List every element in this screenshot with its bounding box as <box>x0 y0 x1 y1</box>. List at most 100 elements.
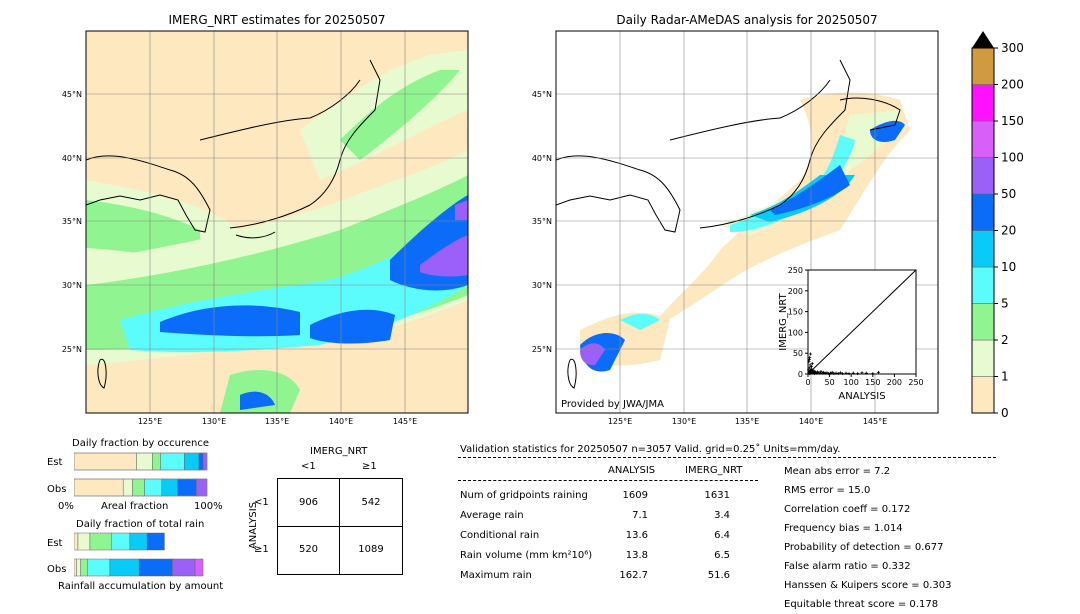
score-line: Correlation coeff = 0.172 <box>784 504 911 515</box>
left-lat-label: 45°N <box>62 90 82 99</box>
fraction-bar-segment <box>160 452 185 471</box>
colorbar-tick-label: 5 <box>1001 297 1009 311</box>
scatter-xtick-label: 100 <box>844 378 859 387</box>
colorbar-tick-label: 150 <box>1001 114 1024 128</box>
scatter-point <box>860 371 864 375</box>
colorbar-tick-label: 10 <box>1001 260 1016 274</box>
right-lon-label: 140°E <box>799 417 823 426</box>
fraction-bar-segment <box>80 558 88 577</box>
fraction-bar-segment <box>109 558 140 577</box>
left-lat-label: 35°N <box>62 217 82 226</box>
contingency-row-header: <1 <box>254 497 269 508</box>
contingency-cell: 1089 <box>358 544 384 555</box>
score-line: Frequency bias = 1.014 <box>784 523 903 534</box>
table-row: Average rain 7.1 3.4 <box>460 509 730 521</box>
fraction-bar-segment <box>132 478 145 497</box>
fraction-bar-segment <box>172 558 196 577</box>
colorbar-tick-label: 20 <box>1001 224 1016 238</box>
contingency-col-header: <1 <box>301 461 316 472</box>
scatter-point <box>807 357 811 361</box>
scatter-point <box>819 370 823 374</box>
total-rain-chart <box>74 532 204 577</box>
fraction-bar-segment <box>122 478 133 497</box>
table-row: Num of gridpoints raining 1609 1631 <box>460 489 730 501</box>
left-lat-label: 30°N <box>62 281 82 290</box>
colorbar-tick-label: 100 <box>1001 151 1024 165</box>
fraction-bar-segment <box>87 558 111 577</box>
scatter-point <box>809 368 813 372</box>
right-lat-label: 40°N <box>532 154 552 163</box>
left-lon-label: 135°E <box>265 417 289 426</box>
scatter-point <box>841 372 845 376</box>
colorbar-segment <box>971 376 995 414</box>
right-lat-label: 45°N <box>532 90 552 99</box>
scatter-point <box>808 363 812 367</box>
left-lon-label: 145°E <box>393 417 417 426</box>
scatter-point <box>828 371 832 375</box>
right-lon-label: 145°E <box>863 417 887 426</box>
right-map-title: Daily Radar-AMeDAS analysis for 20250507 <box>616 13 878 27</box>
right-lon-label: 130°E <box>672 417 696 426</box>
validation-col-imerg: IMERG_NRT <box>685 465 743 476</box>
scatter-diagonal <box>807 269 917 375</box>
validation-divider <box>458 480 758 481</box>
fraction-bar-segment <box>177 478 197 497</box>
fraction-bar-segment <box>138 558 173 577</box>
scatter-ytick-label: 100 <box>788 328 803 337</box>
total-rain-cat-obs: Obs <box>47 564 67 575</box>
left-lon-label: 125°E <box>138 417 162 426</box>
scatter-ytick-label: 250 <box>788 266 803 275</box>
fraction-bar-segment <box>77 532 91 551</box>
occurrence-title: Daily fraction by occurence <box>72 438 210 449</box>
table-row: Rain volume (mm km²10⁶) 13.8 6.5 <box>460 549 730 561</box>
score-line: RMS error = 15.0 <box>784 485 871 496</box>
total-rain-cat-est: Est <box>47 538 63 549</box>
scatter-ytick-label: 150 <box>788 308 803 317</box>
scatter-point <box>847 372 851 376</box>
fraction-bar-segment <box>74 532 79 551</box>
contingency-cell: 906 <box>298 497 319 508</box>
scatter-point <box>809 365 813 369</box>
score-line: Probability of detection = 0.677 <box>784 542 944 553</box>
colorbar-segment <box>971 303 995 341</box>
fraction-bar-segment <box>194 558 204 577</box>
occurrence-xlabel-mid: Areal fraction <box>101 501 169 512</box>
contingency-row-header: ≥1 <box>254 544 269 555</box>
contingency-title: IMERG_NRT <box>310 446 368 457</box>
colorbar-tick-label: 200 <box>1001 78 1024 92</box>
scatter-point <box>834 371 838 375</box>
scatter-point <box>851 371 855 375</box>
scatter-point <box>876 370 880 374</box>
scatter-point <box>827 372 831 376</box>
left-lat-label: 40°N <box>62 154 82 163</box>
scatter-xtick-label: 0 <box>805 378 810 387</box>
contingency-row-title: ANALYSIS <box>248 501 260 550</box>
occurrence-xlabel-right: 100% <box>194 501 223 512</box>
scatter-point <box>807 366 811 370</box>
colorbar-segment <box>971 339 995 377</box>
right-lon-label: 135°E <box>735 417 759 426</box>
fraction-bar-segment <box>184 452 200 471</box>
scatter-point <box>832 372 836 376</box>
scatter-xtick-label: 200 <box>887 378 902 387</box>
occurrence-cat-est: Est <box>47 457 63 468</box>
scatter-point <box>864 371 868 375</box>
scatter-ytick-label: 50 <box>793 349 803 358</box>
contingency-cell: 520 <box>298 544 319 555</box>
scatter-point <box>810 362 814 366</box>
score-line: Mean abs error = 7.2 <box>784 466 891 477</box>
fraction-bar-segment <box>202 452 208 471</box>
colorbar-tick-label: 2 <box>1001 333 1009 347</box>
occurrence-cat-obs: Obs <box>47 484 67 495</box>
occurrence-xlabel-left: 0% <box>58 501 74 512</box>
fraction-bar-segment <box>144 478 163 497</box>
colorbar-segment <box>971 230 995 268</box>
contingency-cell: 542 <box>361 497 381 508</box>
right-lat-label: 30°N <box>532 281 552 290</box>
colorbar-tick-label: 1 <box>1001 370 1009 384</box>
left-map: 45°N 40°N 35°N 30°N 25°N 125°E 130°E 135… <box>62 30 469 426</box>
scatter-point <box>809 352 813 356</box>
score-line: Hanssen & Kuipers score = 0.303 <box>784 580 952 591</box>
left-lon-label: 130°E <box>202 417 226 426</box>
colorbar-over-arrow <box>972 31 994 48</box>
